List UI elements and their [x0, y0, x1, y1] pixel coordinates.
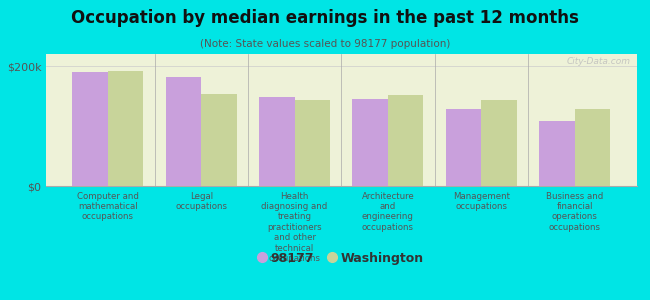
Bar — [166, 77, 202, 186]
Bar — [388, 95, 423, 186]
Bar — [294, 100, 330, 186]
Text: (Note: State values scaled to 98177 population): (Note: State values scaled to 98177 popu… — [200, 39, 450, 49]
Bar — [539, 121, 575, 186]
Bar — [446, 109, 481, 186]
Bar — [352, 99, 388, 186]
Bar — [108, 71, 144, 186]
Bar — [259, 97, 294, 186]
Text: City-Data.com: City-Data.com — [567, 57, 631, 66]
Bar — [575, 109, 610, 186]
Bar — [481, 100, 517, 186]
Bar — [72, 72, 108, 186]
Bar — [202, 94, 237, 186]
Text: Occupation by median earnings in the past 12 months: Occupation by median earnings in the pas… — [71, 9, 579, 27]
Legend: 98177, Washington: 98177, Washington — [254, 247, 428, 269]
